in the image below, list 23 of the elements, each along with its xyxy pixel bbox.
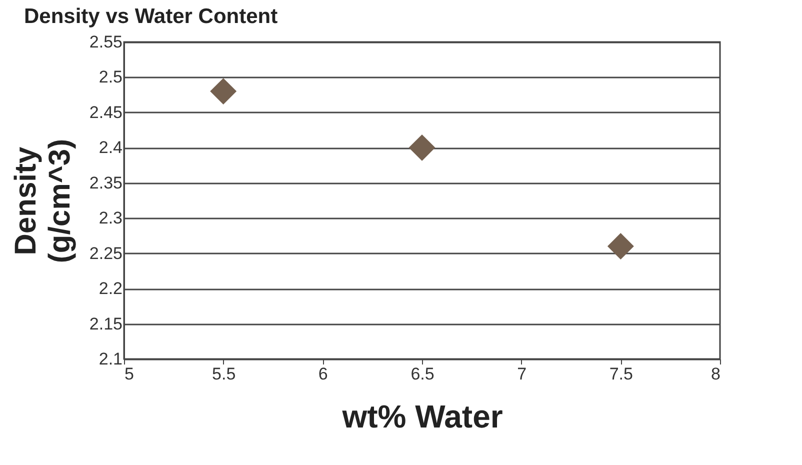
chart-title: Density vs Water Content [24, 5, 278, 28]
y-tick-label: 2.4 [98, 138, 122, 158]
point [210, 78, 237, 105]
y-axis-title: Density (g/cm^3) [9, 138, 76, 264]
x-tick-label: 7 [517, 364, 527, 384]
y-tick-label: 2.35 [89, 173, 122, 192]
y-tick-label: 2.5 [98, 68, 122, 87]
y-tick-label: 2.25 [89, 244, 122, 263]
x-tick-label: 6 [318, 364, 328, 384]
y-tick-label: 2.2 [98, 279, 122, 298]
y-tick-label: 2.1 [98, 350, 122, 368]
y-tick-label: 2.55 [89, 32, 122, 52]
point [408, 134, 436, 161]
y-tick-label: 2.15 [89, 314, 122, 334]
x-tick-label: 7.5 [609, 364, 633, 384]
x-tick-label: 6.5 [410, 364, 434, 384]
x-tick-label: 8 [711, 364, 720, 384]
y-tick-label: 2.3 [98, 208, 122, 228]
y-tick-label: 2.45 [89, 102, 122, 122]
x-tick-label: 5.5 [212, 364, 236, 384]
x-tick-label: 5 [124, 364, 134, 384]
point [607, 233, 634, 260]
x-axis-title: wt% Water [341, 398, 503, 434]
